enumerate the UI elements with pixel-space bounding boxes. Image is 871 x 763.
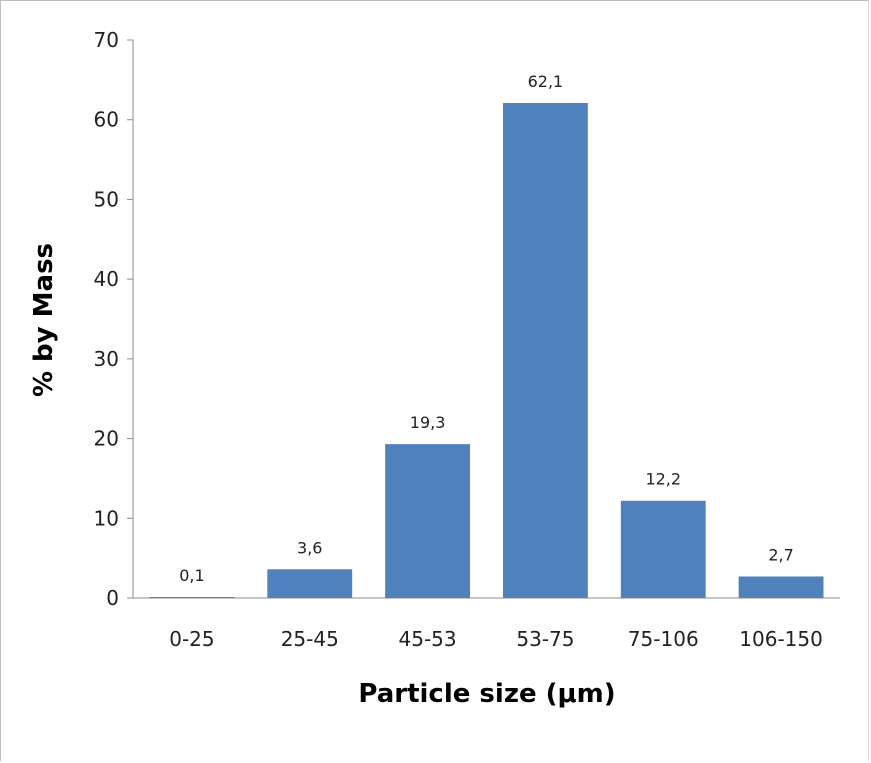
y-tick-label: 0 [106,586,119,610]
x-tick-label: 0-25 [169,627,214,651]
data-labels: 0,1 3,6 19,3 62,1 12,2 2,7 [179,72,794,585]
bar-value-label: 2,7 [768,545,793,564]
bar [385,444,471,598]
bar [502,102,588,598]
bar-value-label: 0,1 [179,566,204,585]
bar [620,500,706,598]
y-tick-label: 30 [94,347,119,371]
bar-value-label: 19,3 [410,413,446,432]
x-tick-label: 106-150 [739,627,823,651]
y-tick-label: 40 [94,267,119,291]
bar [267,569,353,598]
x-tick-label: 25-45 [281,627,339,651]
x-axis: 0-25 25-45 45-53 53-75 75-106 106-150 [133,597,840,651]
y-tick-label: 70 [94,28,119,52]
y-tick-label: 10 [94,506,119,530]
bars [149,102,824,598]
y-tick-label: 60 [94,108,119,132]
y-axis-title: % by Mass [29,243,59,397]
y-tick-label: 50 [94,187,119,211]
x-tick-label: 75-106 [628,627,699,651]
bar-value-label: 3,6 [297,538,322,557]
y-axis: 0 10 20 30 40 50 60 70 [94,28,134,610]
bar-value-label: 12,2 [645,470,681,489]
x-axis-title: Particle size (μm) [358,679,615,709]
bar-value-label: 62,1 [528,72,564,91]
x-tick-label: 53-75 [516,627,574,651]
y-tick-label: 20 [94,427,119,451]
bar [738,576,824,598]
bar [149,597,235,598]
x-tick-label: 45-53 [399,627,457,651]
